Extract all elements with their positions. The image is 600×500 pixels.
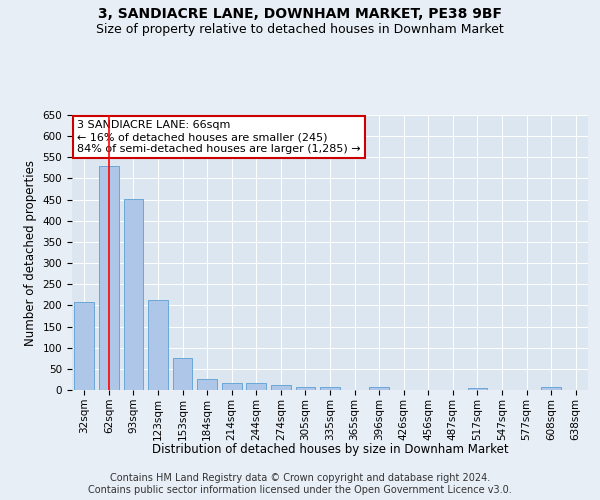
Bar	[173, 358, 193, 390]
Bar	[99, 166, 119, 390]
Bar	[148, 300, 168, 390]
Text: Distribution of detached houses by size in Downham Market: Distribution of detached houses by size …	[152, 442, 508, 456]
Bar	[541, 388, 561, 390]
Bar	[370, 387, 389, 390]
Text: 3, SANDIACRE LANE, DOWNHAM MARKET, PE38 9BF: 3, SANDIACRE LANE, DOWNHAM MARKET, PE38 …	[98, 8, 502, 22]
Bar	[247, 383, 266, 390]
Bar	[296, 386, 315, 390]
Bar	[222, 383, 242, 390]
Text: Size of property relative to detached houses in Downham Market: Size of property relative to detached ho…	[96, 22, 504, 36]
Bar	[320, 386, 340, 390]
Text: Contains HM Land Registry data © Crown copyright and database right 2024.
Contai: Contains HM Land Registry data © Crown c…	[88, 474, 512, 495]
Y-axis label: Number of detached properties: Number of detached properties	[24, 160, 37, 346]
Bar	[467, 388, 487, 390]
Bar	[124, 199, 143, 390]
Bar	[197, 378, 217, 390]
Bar	[271, 386, 290, 390]
Text: 3 SANDIACRE LANE: 66sqm
← 16% of detached houses are smaller (245)
84% of semi-d: 3 SANDIACRE LANE: 66sqm ← 16% of detache…	[77, 120, 361, 154]
Bar	[74, 302, 94, 390]
